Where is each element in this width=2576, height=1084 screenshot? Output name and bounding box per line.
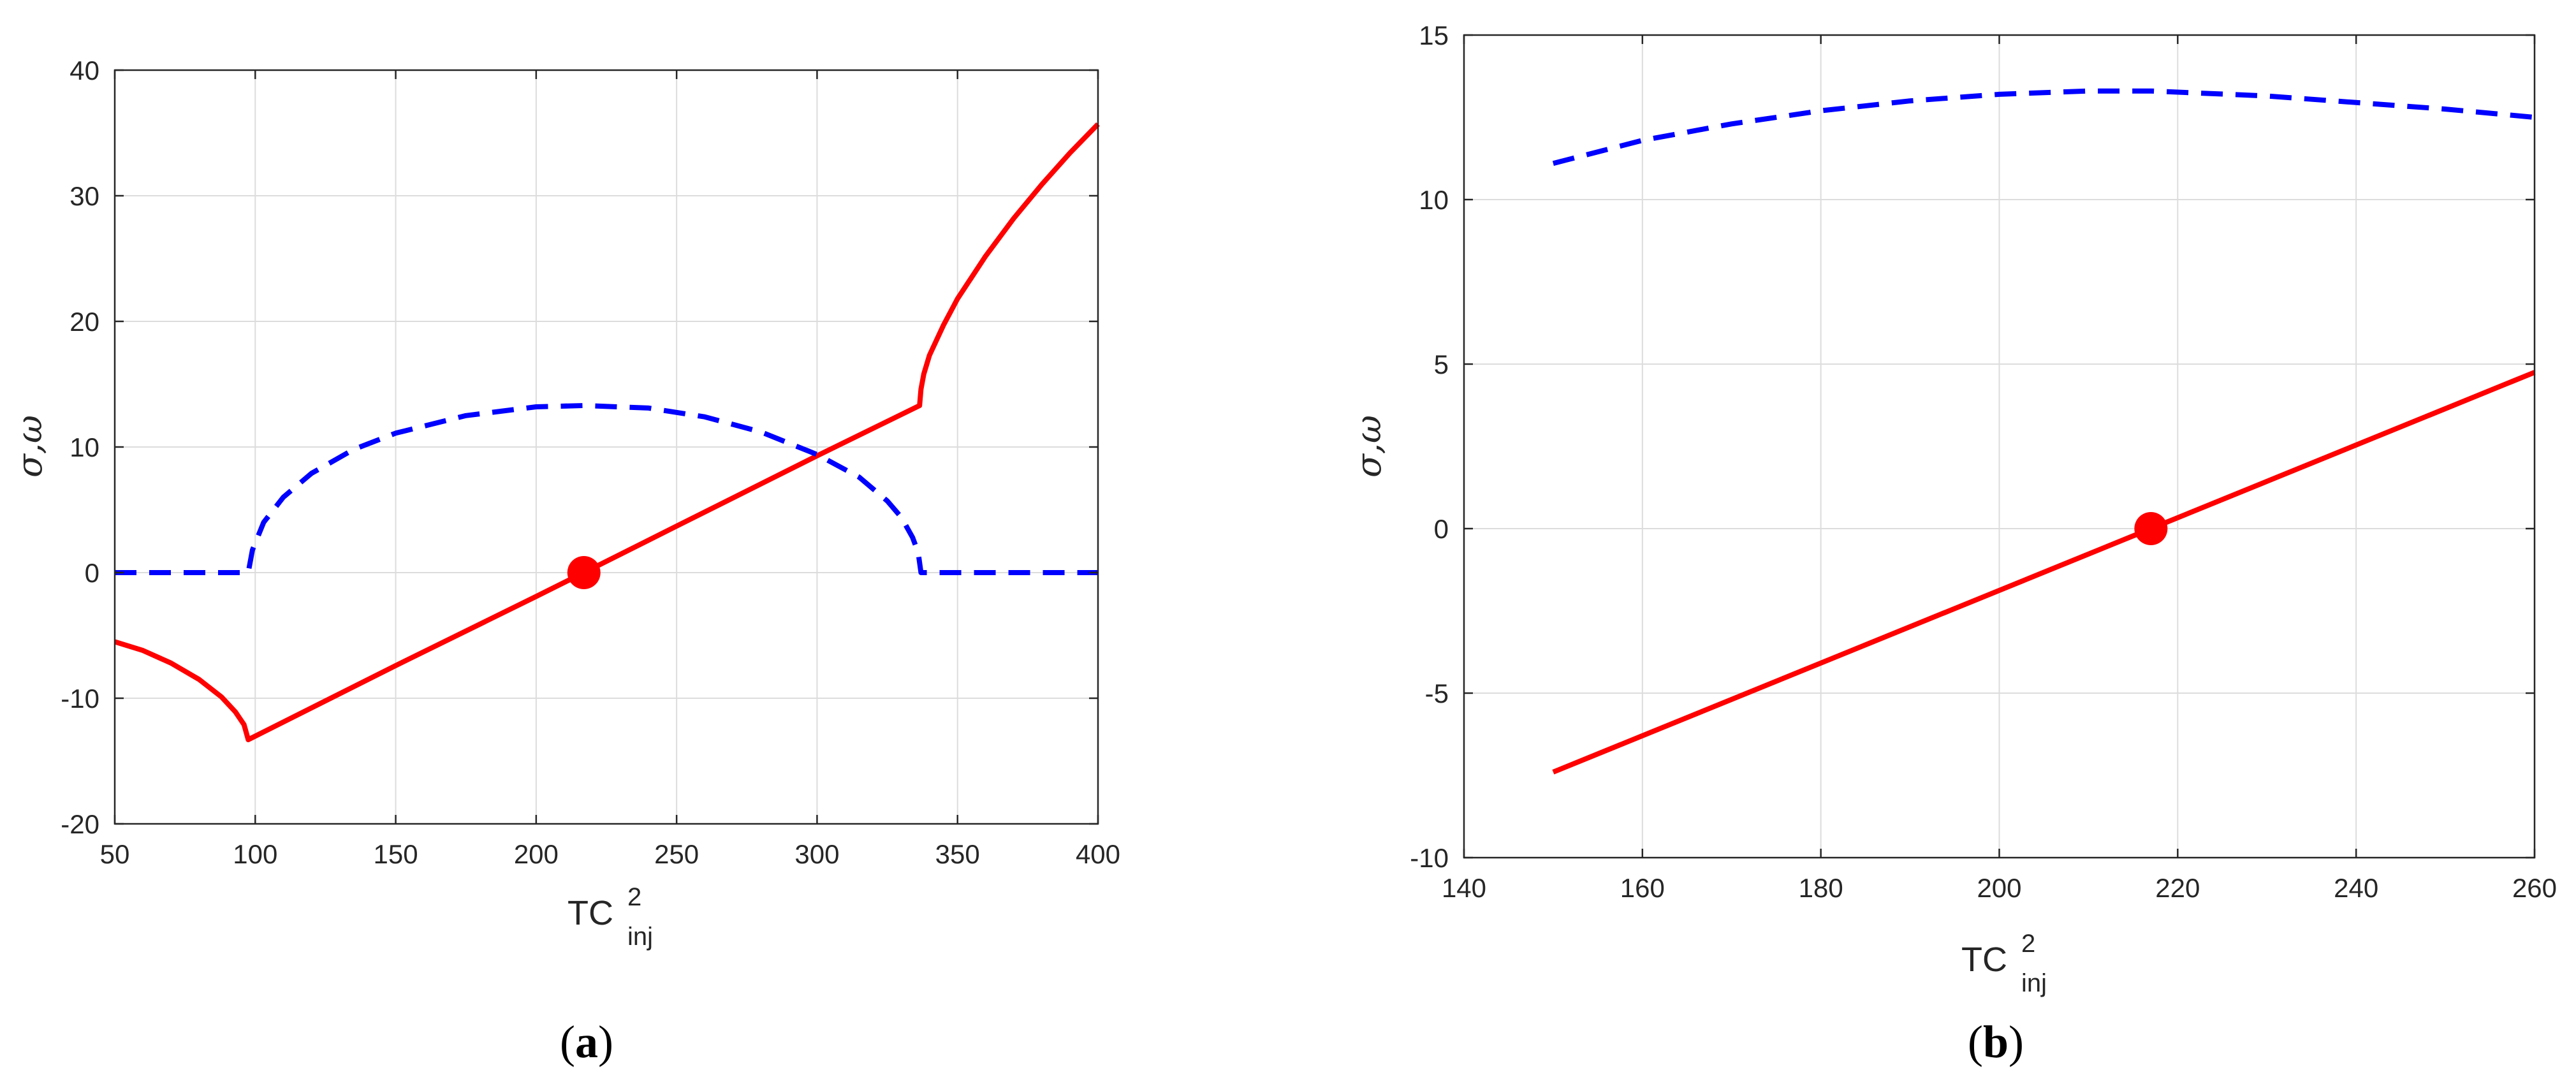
x-axis-label-superscript: 2 bbox=[2021, 930, 2035, 958]
x-tick-label: 200 bbox=[514, 839, 559, 869]
y-tick-label: -20 bbox=[61, 809, 99, 839]
x-axis-label-subscript: inj bbox=[627, 923, 653, 951]
x-tick-label: 350 bbox=[935, 839, 980, 869]
y-tick-label: 20 bbox=[70, 307, 99, 337]
y-axis-label: σ,ω bbox=[10, 415, 50, 478]
x-tick-label: 240 bbox=[2334, 873, 2378, 903]
y-tick-label: 0 bbox=[85, 558, 99, 588]
chart-panel-b: 140 160 180 200 220 240 260 -10 -5 0 5 10 15 TC 2 inj σ,… bbox=[1349, 20, 2557, 1067]
x-axis-label: TC bbox=[567, 894, 613, 932]
chart-panel-a: 50 100 150 200 250 300 350 400 -20 -10 0 10 20 30 40 TC… bbox=[10, 55, 1120, 1067]
y-tick-label: 40 bbox=[70, 55, 99, 85]
x-tick-label: 150 bbox=[374, 839, 418, 869]
x-tick-label: 50 bbox=[100, 839, 130, 869]
omega-dashed-line bbox=[1552, 88, 2535, 166]
y-axis-label: σ,ω bbox=[1349, 415, 1389, 478]
x-tick-label: 250 bbox=[654, 839, 699, 869]
x-tick-label: 200 bbox=[1977, 873, 2021, 903]
panel-caption: (a) bbox=[560, 1016, 613, 1067]
x-axis-label-subscript: inj bbox=[2021, 969, 2047, 997]
y-tick-label: 0 bbox=[1434, 514, 1449, 544]
x-tick-label: 260 bbox=[2512, 873, 2557, 903]
x-tick-label: 180 bbox=[1799, 873, 1843, 903]
x-tick-label: 100 bbox=[233, 839, 277, 869]
critical-point-marker bbox=[567, 556, 601, 589]
x-tick-label: 220 bbox=[2155, 873, 2200, 903]
sigma-solid-line bbox=[113, 122, 1100, 742]
x-axis-label: TC bbox=[1961, 941, 2007, 979]
x-tick-label: 400 bbox=[1076, 839, 1120, 869]
y-tick-label: -5 bbox=[1425, 678, 1449, 708]
omega-dashed-line bbox=[115, 403, 1098, 575]
x-tick-label: 160 bbox=[1620, 873, 1665, 903]
y-tick-label: 30 bbox=[70, 181, 99, 211]
x-axis-label-superscript: 2 bbox=[627, 883, 641, 911]
x-tick-label: 140 bbox=[1442, 873, 1486, 903]
y-tick-label: 10 bbox=[70, 432, 99, 462]
y-tick-label: 10 bbox=[1419, 185, 1449, 215]
critical-point-marker bbox=[2134, 512, 2168, 545]
y-tick-label: -10 bbox=[61, 684, 99, 714]
panel-caption: (b) bbox=[1968, 1016, 2024, 1067]
x-tick-label: 300 bbox=[794, 839, 839, 869]
y-tick-label: 5 bbox=[1434, 349, 1449, 379]
y-tick-label: -10 bbox=[1410, 843, 1449, 873]
y-tick-label: 15 bbox=[1419, 20, 1449, 50]
